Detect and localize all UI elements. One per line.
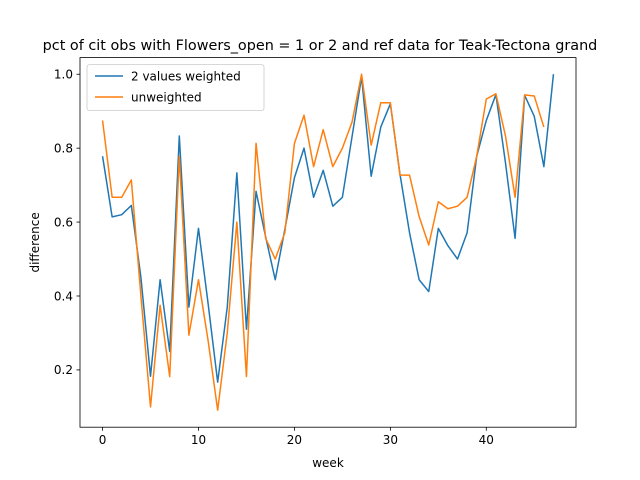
y-axis-ticks: 0.2 0.4 0.6 0.8 1.0 <box>54 68 80 377</box>
y-tick-label: 0.6 <box>54 215 73 229</box>
plot-lines <box>101 73 555 411</box>
x-tick-label: 20 <box>287 433 302 447</box>
legend-label-weighted: 2 values weighted <box>131 70 241 84</box>
legend-label-unweighted: unweighted <box>131 91 202 105</box>
series-line-unweighted <box>101 73 545 411</box>
y-tick-label: 0.2 <box>54 363 73 377</box>
y-tick-label: 1.0 <box>54 68 73 82</box>
x-axis-label: week <box>312 456 344 470</box>
y-tick-label: 0.8 <box>54 141 73 155</box>
legend-box <box>86 64 265 111</box>
x-tick-label: 30 <box>383 433 398 447</box>
x-tick-label: 0 <box>99 433 107 447</box>
axes-frame <box>79 57 577 428</box>
x-axis-ticks: 0 10 20 30 40 <box>99 427 494 447</box>
x-tick-label: 40 <box>479 433 494 447</box>
x-tick-label: 10 <box>191 433 206 447</box>
y-axis-label: difference <box>28 212 42 272</box>
legend: 2 values weighted unweighted <box>86 64 265 111</box>
chart-title: pct of cit obs with Flowers_open = 1 or … <box>43 38 598 54</box>
y-tick-label: 0.4 <box>54 289 73 303</box>
